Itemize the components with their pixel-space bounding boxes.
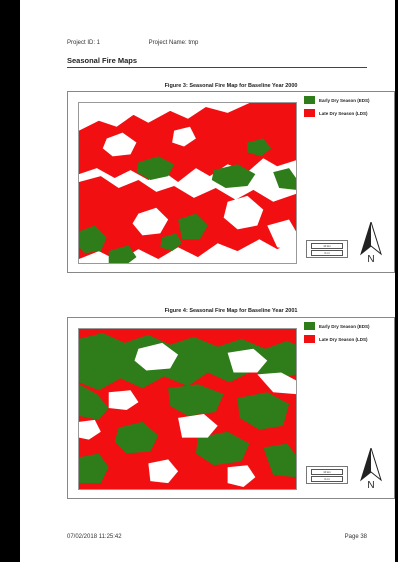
legend-lds-label: Late Dry Season (LDS)	[319, 336, 368, 342]
section-divider	[67, 67, 367, 68]
scale-mi: 0 mi	[311, 476, 343, 482]
section-title: Seasonal Fire Maps	[67, 56, 138, 65]
fire-map-2000	[78, 102, 297, 264]
fire-map-2001-image	[79, 329, 296, 489]
legend-eds-label: Early Dry Season (EDS)	[319, 97, 370, 103]
scale-km: 10 km	[311, 469, 343, 475]
lds-swatch	[304, 335, 315, 343]
north-label: N	[367, 480, 375, 491]
figure-4-frame: Early Dry Season (EDS) Late Dry Season (…	[67, 317, 395, 499]
figure-4-title: Figure 4: Seasonal Fire Map for Baseline…	[164, 308, 298, 314]
figure-3-scale-bar: 10 km 0 mi	[306, 240, 348, 258]
footer-page-number: Page 38	[344, 534, 367, 540]
left-black-border	[0, 0, 20, 562]
project-id: Project ID: 1	[67, 40, 101, 46]
fire-map-2000-image	[79, 103, 296, 263]
scale-km: 10 km	[311, 243, 343, 249]
project-name: Project Name: tmp	[148, 40, 199, 46]
figure-3-frame: Early Dry Season (EDS) Late Dry Season (…	[67, 91, 395, 273]
north-label: N	[367, 254, 375, 265]
lds-swatch	[304, 109, 315, 117]
report-header: Project ID: 1 Project Name: tmp	[67, 40, 198, 46]
eds-swatch	[304, 96, 315, 104]
figure-4-scale-bar: 10 km 0 mi	[306, 466, 348, 484]
figure-3-north-arrow: N	[359, 222, 383, 266]
legend-item-eds: Early Dry Season (EDS)	[304, 96, 394, 104]
legend-eds-label: Early Dry Season (EDS)	[319, 323, 370, 329]
right-black-border	[395, 0, 398, 562]
footer-datetime: 07/02/2018 11:25:42	[67, 534, 122, 540]
legend-item-lds: Late Dry Season (LDS)	[304, 335, 394, 343]
legend-item-eds: Early Dry Season (EDS)	[304, 322, 394, 330]
legend-lds-label: Late Dry Season (LDS)	[319, 110, 368, 116]
figure-4-north-arrow: N	[359, 448, 383, 492]
north-arrow-icon	[360, 222, 382, 256]
eds-swatch	[304, 322, 315, 330]
figure-3-legend: Early Dry Season (EDS) Late Dry Season (…	[304, 96, 394, 122]
figure-4-legend: Early Dry Season (EDS) Late Dry Season (…	[304, 322, 394, 348]
scale-mi: 0 mi	[311, 250, 343, 256]
fire-map-2001	[78, 328, 297, 490]
north-arrow-icon	[360, 448, 382, 482]
legend-item-lds: Late Dry Season (LDS)	[304, 109, 394, 117]
figure-3-title: Figure 3: Seasonal Fire Map for Baseline…	[164, 83, 298, 89]
